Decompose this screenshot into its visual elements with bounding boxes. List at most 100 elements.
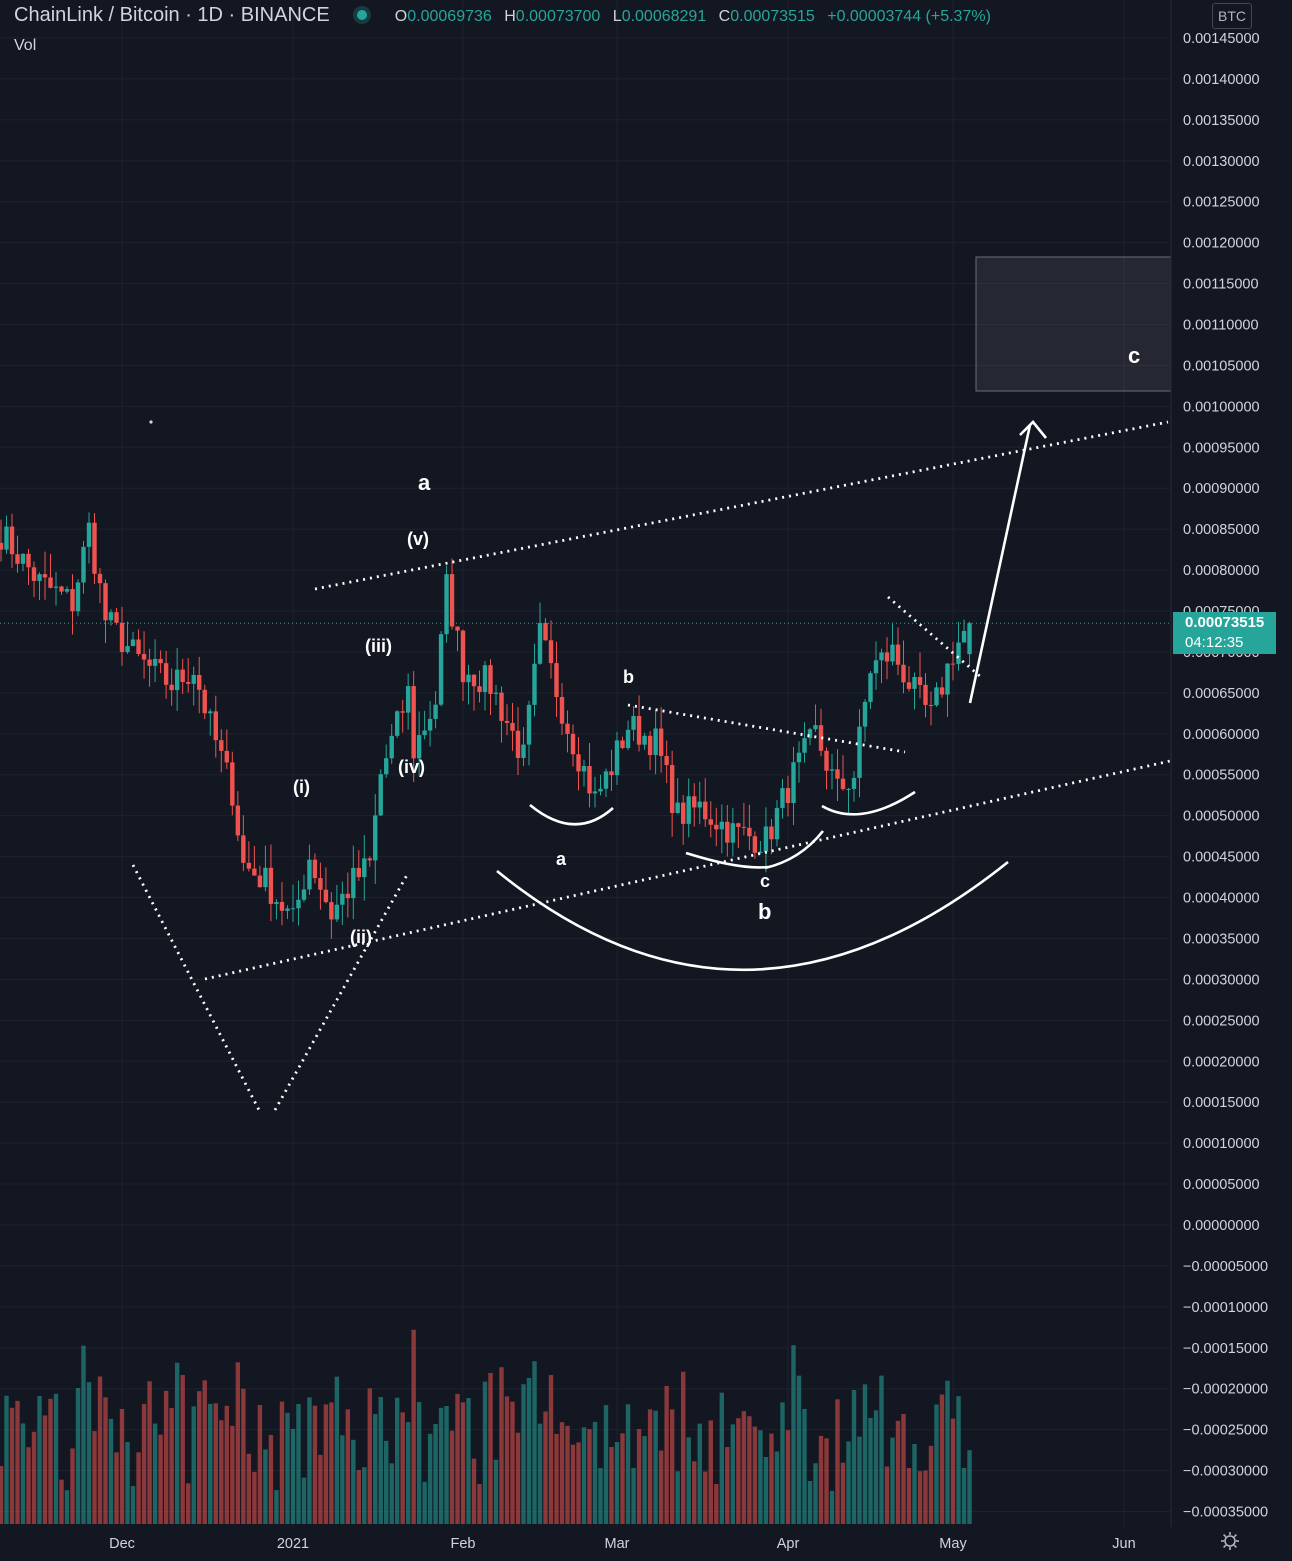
label-a-minor: a (556, 849, 567, 869)
high-label: H (504, 8, 516, 25)
volume-bar (945, 1380, 950, 1524)
y-tick-label: −0.00030000 (1183, 1464, 1268, 1480)
candle-body (197, 674, 202, 690)
volume-bar (274, 1490, 279, 1524)
y-tick-label: 0.00080000 (1183, 563, 1260, 579)
volume-bar (559, 1422, 565, 1524)
candle-body (219, 740, 224, 751)
low-label: L (612, 8, 622, 25)
y-tick-label: 0.00055000 (1183, 768, 1260, 784)
x-axis[interactable]: Dec 2021 Feb Mar Apr May Jun (109, 1536, 1136, 1552)
drawings (131, 420, 1171, 1113)
candle-body (427, 718, 433, 731)
symbol-title[interactable]: ChainLink / Bitcoin · 1D · BINANCE (14, 4, 330, 26)
chart-header: ChainLink / Bitcoin · 1D · BINANCE O0.00… (14, 4, 999, 27)
candle-body (526, 704, 532, 745)
x-tick-label: Dec (109, 1536, 135, 1552)
volume-bar (213, 1403, 218, 1524)
y-tick-label: 0.00040000 (1183, 891, 1260, 907)
candle-body (587, 766, 592, 794)
y-axis[interactable]: 0.00145000 0.00140000 0.00135000 0.00130000… (1183, 31, 1268, 1520)
y-tick-label: 0.00085000 (1183, 522, 1260, 538)
y-tick-label: 0.00120000 (1183, 236, 1260, 252)
candle-body (923, 684, 928, 705)
label-c-major: c (1128, 343, 1140, 368)
candle-body (669, 765, 675, 813)
candle-body (53, 586, 59, 588)
candle-body (290, 908, 296, 910)
candle-body (263, 867, 268, 888)
volume-bar (576, 1442, 581, 1524)
grid-lines (0, 0, 1170, 1527)
volume-bar (246, 1453, 252, 1524)
volume-bar (9, 1407, 15, 1524)
volume-bar (653, 1410, 658, 1524)
volume-bar (747, 1416, 752, 1524)
volume-bar (697, 1423, 702, 1524)
volume-bar (862, 1384, 868, 1524)
label-ii: (ii) (350, 927, 372, 947)
volume-bar (318, 1454, 323, 1524)
candle-body (928, 704, 934, 706)
gear-icon[interactable] (1220, 1531, 1240, 1551)
candle-body (879, 652, 884, 661)
candle-body (642, 735, 647, 745)
candle-body (174, 669, 180, 691)
volume-bar (802, 1408, 807, 1524)
candle-body (367, 858, 372, 861)
candle-body (318, 878, 323, 890)
volume-label[interactable]: Vol (14, 37, 37, 54)
volume-bar (108, 1418, 114, 1524)
volume-bar (219, 1420, 224, 1524)
volume-bar (763, 1457, 769, 1524)
label-i: (i) (293, 777, 310, 797)
upper-channel-line (314, 420, 1169, 591)
currency-button[interactable]: BTC (1212, 3, 1252, 29)
volume-bar (334, 1376, 340, 1524)
volume-bar (934, 1404, 939, 1524)
candle-body (857, 726, 862, 778)
candle-body (780, 788, 785, 808)
volume-bar (835, 1399, 840, 1524)
volume-bar (719, 1392, 725, 1524)
volume-bar (438, 1407, 444, 1524)
candle-body (554, 663, 559, 697)
y-tick-label: 0.00030000 (1183, 972, 1260, 988)
candle-body (235, 805, 241, 836)
volume-bar (37, 1395, 42, 1524)
v-left-line (131, 864, 262, 1113)
candle-body (279, 901, 285, 911)
y-tick-label: 0.00020000 (1183, 1054, 1260, 1070)
volume-bar (340, 1435, 345, 1524)
candle-body (119, 622, 125, 653)
candle-body (169, 684, 174, 691)
volume-bar (449, 1430, 455, 1524)
candle-body (9, 526, 15, 555)
candle-body (895, 644, 901, 665)
volume-bar (130, 1486, 136, 1524)
candle-body (86, 522, 92, 547)
candle-body (548, 640, 554, 664)
candle-body (686, 796, 691, 824)
volume-bar (614, 1441, 620, 1524)
v-right-line (273, 874, 409, 1111)
volume-bar (482, 1381, 488, 1524)
b-trend-line (627, 703, 906, 754)
candle-body (4, 526, 9, 550)
candle-body (444, 574, 449, 635)
volume-bar (499, 1367, 504, 1524)
volume-bar (741, 1411, 747, 1524)
candle-body (714, 824, 719, 830)
candle-body (433, 704, 438, 719)
current-price-tag: 0.00073515 04:12:35 (1173, 612, 1276, 654)
volume-bar (851, 1389, 857, 1524)
candle-body (405, 686, 411, 713)
volume-bar (163, 1390, 169, 1524)
live-dot-icon (357, 9, 368, 20)
candle-body (725, 821, 730, 843)
x-tick-label: May (939, 1536, 967, 1552)
volume-bar (152, 1423, 158, 1524)
volume-bar (774, 1451, 780, 1524)
volume-bar (70, 1448, 75, 1524)
